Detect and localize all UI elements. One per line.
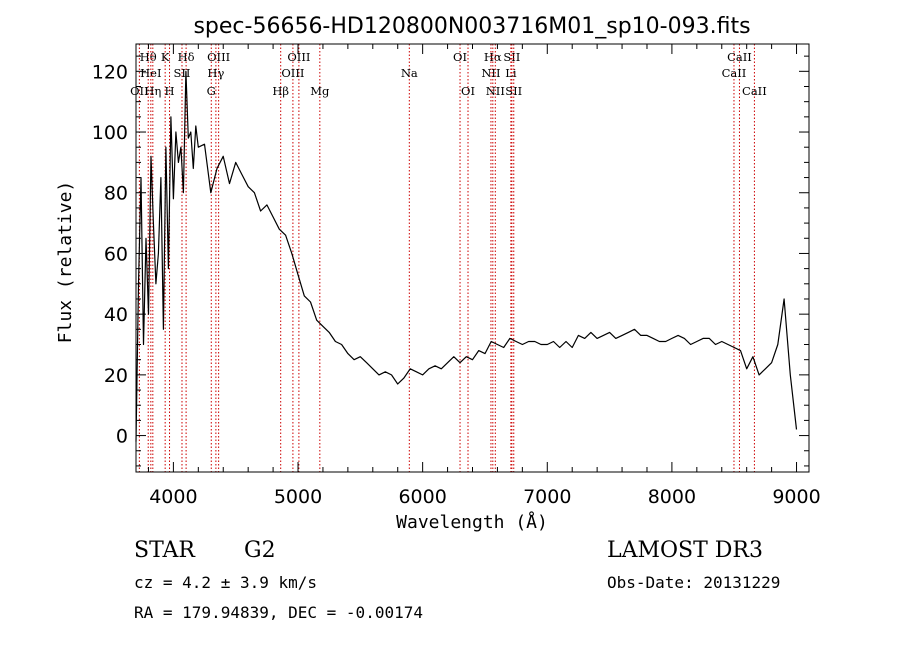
spectral-line-markers: Hθ OII HeI Hη K SII H Hδ OIII Hγ G OIII OIII Hβ Mg Na OI…: [130, 44, 767, 472]
line-label-7: Hδ: [178, 50, 195, 64]
line-label-10: G: [207, 84, 216, 98]
y-tick-label-1: 20: [104, 365, 128, 387]
object-class: STAR: [134, 538, 195, 563]
x-tick-label-2: 6000: [398, 486, 446, 508]
line-label-17: OI: [461, 84, 475, 98]
line-label-19: SII: [503, 50, 520, 64]
y-tick-label-6: 120: [92, 61, 128, 83]
y-tick-label-3: 60: [104, 243, 128, 265]
line-label-12: OIII: [281, 66, 304, 80]
redshift-text: cz = 4.2 ± 3.9 km/s: [134, 573, 318, 592]
line-label-6: H: [165, 84, 175, 98]
line-label-3: Hη: [144, 84, 161, 98]
axes: 4000 5000 6000 7000 8000 9000 0 20 40 60 80 100 120: [92, 44, 821, 508]
spectrum-line: [135, 70, 798, 442]
plot-frame: [135, 43, 810, 473]
y-tick-label-4: 80: [104, 183, 128, 205]
y-tick-label-5: 100: [92, 122, 128, 144]
line-label-21: Li: [505, 66, 517, 80]
x-tick-label-3: 7000: [523, 486, 571, 508]
coordinates: RA = 179.94839, DEC = -0.00174: [134, 603, 423, 622]
line-label-4: K: [161, 50, 170, 64]
line-label-1: OII: [130, 84, 149, 98]
y-tick-label-0: 0: [116, 426, 128, 448]
object-subclass: G2: [244, 538, 276, 563]
chart-title: spec-56656-HD120800N003716M01_sp10-093.f…: [193, 14, 750, 39]
line-label-2: HeI: [140, 66, 161, 80]
obs-date: Obs-Date: 20131229: [607, 573, 781, 592]
x-tick-label-1: 5000: [274, 486, 322, 508]
survey-name: LAMOST DR3: [607, 538, 763, 563]
line-label-24: CaII: [727, 50, 752, 64]
line-label-13: Hβ: [272, 84, 289, 98]
line-label-5: SII: [174, 66, 191, 80]
x-tick-label-5: 9000: [772, 486, 820, 508]
line-label-14: Mg: [310, 84, 330, 98]
line-label-25: CaII: [722, 66, 747, 80]
y-axis-label: Flux (relative): [55, 181, 76, 344]
line-label-9: Hγ: [207, 66, 224, 80]
spectrum-series: [135, 70, 798, 442]
line-label-8: OIII: [207, 50, 230, 64]
line-label-0: Hθ: [140, 50, 157, 64]
line-label-15: Na: [401, 66, 418, 80]
line-label-20: NII: [481, 66, 500, 80]
x-axis-label: Wavelength (Å): [396, 511, 548, 533]
line-label-16: OI: [453, 50, 467, 64]
x-tick-label-0: 4000: [149, 486, 197, 508]
line-label-23: SII: [505, 84, 522, 98]
line-label-26: CaII: [742, 84, 767, 98]
line-label-18: Hα: [484, 50, 502, 64]
line-label-11: OIII: [287, 50, 310, 64]
y-tick-label-2: 40: [104, 304, 128, 326]
x-tick-label-4: 8000: [648, 486, 696, 508]
line-label-22: NII: [486, 84, 505, 98]
